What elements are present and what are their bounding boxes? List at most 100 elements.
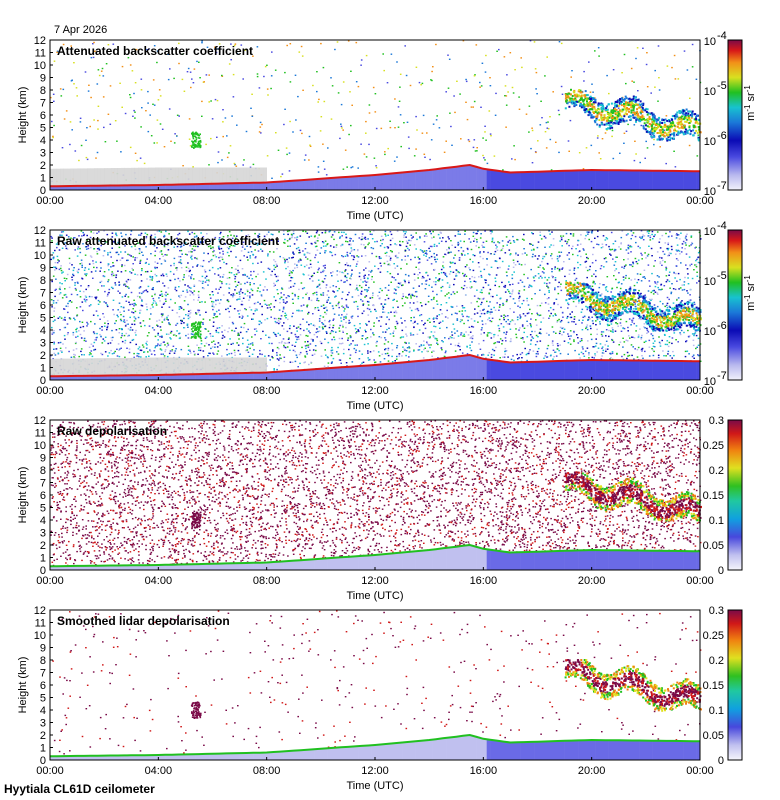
noise-cell [276,369,278,370]
noise-cell [234,330,236,331]
noise-cell [341,104,343,105]
noise-cell [317,331,319,332]
noise-cell [593,274,595,275]
noise-cell [504,56,506,57]
noise-cell [151,296,153,297]
cloud-cell [681,131,683,133]
noise-cell [499,330,501,331]
noise-cell [490,296,492,297]
noise-cell [217,292,219,293]
noise-cell [551,258,553,259]
noise-cell [221,248,223,249]
noise-cell [371,247,373,248]
noise-cell [315,254,317,255]
noise-cell [494,285,496,286]
noise-cell [391,54,393,55]
colorbar-tick-label: 10 [704,86,716,98]
noise-cell [626,131,628,132]
noise-cell [472,335,474,336]
noise-cell [130,147,132,148]
noise-cell [142,305,144,306]
noise-cell [188,311,190,312]
boundary-layer-cell [246,183,250,190]
noise-cell [473,270,475,271]
noise-cell [375,111,377,112]
boundary-layer-cell [253,183,257,190]
noise-cell [59,316,61,317]
noise-cell [391,356,393,357]
noise-cell [303,330,305,331]
noise-cell [421,305,423,306]
noise-cell [502,357,504,358]
noise-cell [671,321,673,322]
noise-cell [278,320,280,321]
noise-cell [151,354,153,355]
noise-cell [537,305,539,306]
noise-cell [489,77,491,78]
noise-cell [433,236,435,237]
noise-cell [271,75,273,76]
noise-cell [104,326,106,327]
noise-cell [103,285,105,286]
noise-cell [264,319,266,320]
noise-cell [346,166,348,167]
noise-cell [304,355,306,356]
low-signal-cell [81,168,85,186]
noise-cell [668,242,670,243]
noise-cell [412,236,414,237]
noise-cell [325,232,327,233]
cloud-cell [566,101,568,103]
noise-cell [633,263,635,264]
noise-cell [519,290,521,291]
noise-cell [361,59,363,60]
noise-cell [685,244,687,245]
low-signal-cell [135,168,139,186]
noise-cell [350,71,352,72]
noise-cell [192,292,194,293]
noise-cell [582,348,584,349]
noise-cell [570,344,572,345]
noise-cell [441,313,443,314]
noise-cell [196,313,198,314]
noise-cell [233,74,235,75]
noise-cell [357,316,359,317]
noise-cell [398,127,400,128]
noise-cell [249,284,251,285]
noise-cell [69,263,71,264]
noise-cell [490,135,492,136]
noise-cell [332,327,334,328]
noise-cell [439,127,441,128]
noise-cell [442,237,444,238]
noise-cell [80,118,82,119]
noise-cell [273,368,275,369]
noise-cell [451,245,453,246]
noise-cell [640,338,642,339]
cloud-cell [684,126,686,128]
low-signal-cell [145,168,149,186]
noise-cell [400,245,402,246]
noise-cell [267,155,269,156]
noise-cell [425,256,427,257]
boundary-layer-cell [273,182,277,190]
noise-cell [405,237,407,238]
noise-cell [537,140,539,141]
cloud-cell [590,96,592,98]
noise-cell [474,281,476,282]
noise-cell [134,117,136,118]
noise-cell [509,293,511,294]
noise-cell [410,333,412,334]
noise-cell [499,328,501,329]
noise-cell [418,269,420,270]
noise-cell [505,337,507,338]
noise-cell [319,284,321,285]
noise-cell [465,102,467,103]
noise-cell [573,341,575,342]
noise-cell [490,289,492,290]
noise-cell [98,69,100,70]
noise-cell [198,311,200,312]
noise-cell [261,322,263,323]
noise-cell [187,304,189,305]
noise-cell [163,342,165,343]
noise-cell [78,330,80,331]
noise-cell [388,355,390,356]
